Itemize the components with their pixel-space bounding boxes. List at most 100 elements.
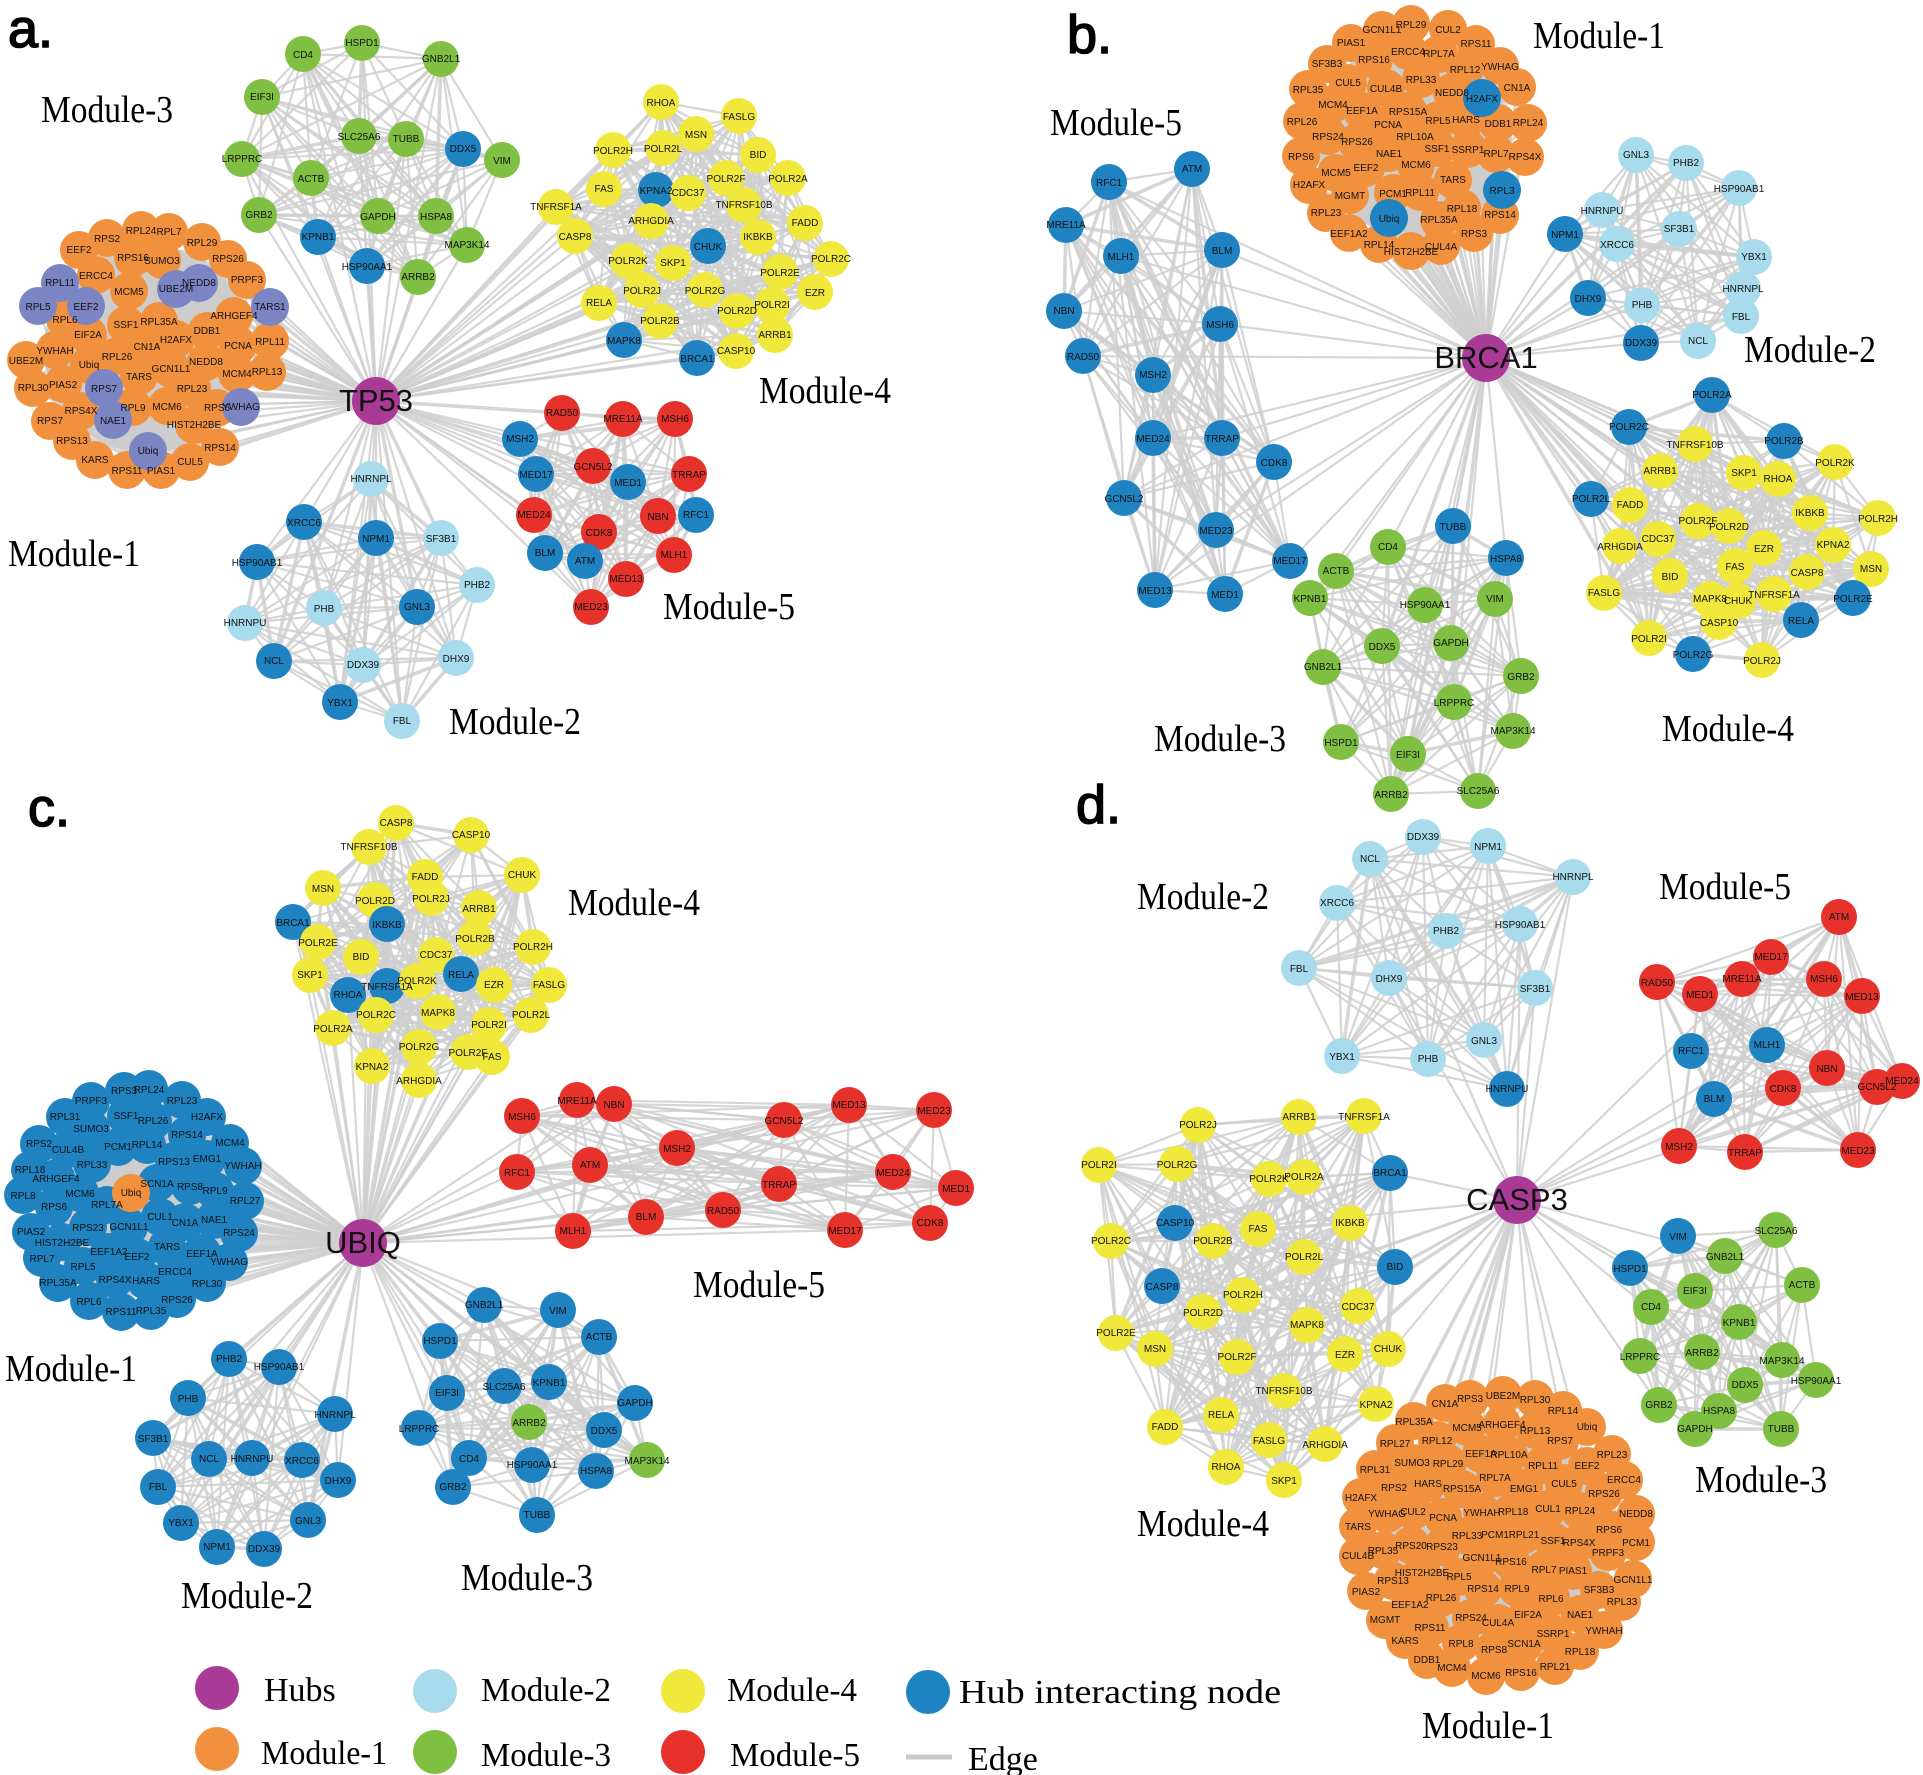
svg-text:RPL35: RPL35 bbox=[136, 1306, 167, 1317]
svg-text:MED13: MED13 bbox=[832, 1100, 866, 1111]
svg-text:RPL29: RPL29 bbox=[1396, 20, 1427, 31]
svg-text:RPS6: RPS6 bbox=[204, 403, 231, 414]
svg-text:DHX9: DHX9 bbox=[1376, 974, 1403, 985]
svg-text:SUMO3: SUMO3 bbox=[73, 1124, 109, 1135]
svg-text:POLR2G: POLR2G bbox=[1157, 1160, 1198, 1171]
svg-text:IKBKB: IKBKB bbox=[1795, 508, 1825, 519]
svg-text:DDX39: DDX39 bbox=[1407, 832, 1440, 843]
svg-text:RPL24: RPL24 bbox=[134, 1085, 165, 1096]
svg-text:RPL5: RPL5 bbox=[70, 1262, 95, 1273]
svg-text:POLR2G: POLR2G bbox=[685, 286, 726, 297]
svg-text:RPL35A: RPL35A bbox=[140, 317, 178, 328]
svg-text:RPL13: RPL13 bbox=[1520, 1426, 1551, 1437]
svg-text:RPL14: RPL14 bbox=[132, 1140, 163, 1151]
svg-text:POLR2C: POLR2C bbox=[811, 254, 851, 265]
svg-text:RPL9: RPL9 bbox=[1504, 1584, 1529, 1595]
svg-text:RPS4X: RPS4X bbox=[1509, 152, 1542, 163]
svg-text:ARRB2: ARRB2 bbox=[401, 272, 435, 283]
svg-text:RPL27: RPL27 bbox=[230, 1196, 261, 1207]
svg-text:SCN1A: SCN1A bbox=[140, 1179, 174, 1190]
svg-text:PRPF3: PRPF3 bbox=[75, 1096, 108, 1107]
svg-text:RPS14: RPS14 bbox=[1484, 210, 1516, 221]
svg-text:RELA: RELA bbox=[586, 298, 612, 309]
svg-text:POLR2E: POLR2E bbox=[760, 268, 800, 279]
svg-text:RPS11: RPS11 bbox=[1461, 39, 1492, 50]
svg-text:GNL3: GNL3 bbox=[404, 602, 431, 613]
svg-text:POLR2K: POLR2K bbox=[397, 976, 437, 987]
svg-text:GNB2L1: GNB2L1 bbox=[465, 1300, 504, 1311]
svg-text:CASP8: CASP8 bbox=[1146, 1282, 1179, 1293]
svg-text:POLR2A: POLR2A bbox=[1284, 1172, 1324, 1183]
svg-text:RPS16: RPS16 bbox=[1495, 1557, 1527, 1568]
svg-text:TNFRSF1A: TNFRSF1A bbox=[1748, 590, 1800, 601]
svg-text:PCNA: PCNA bbox=[1374, 120, 1402, 131]
svg-text:RPS26: RPS26 bbox=[1588, 1489, 1620, 1500]
svg-text:GNL3: GNL3 bbox=[295, 1516, 322, 1527]
svg-text:EIF2A: EIF2A bbox=[1514, 1610, 1542, 1621]
svg-text:PHB2: PHB2 bbox=[464, 580, 491, 591]
svg-text:TNFRSF10B: TNFRSF10B bbox=[340, 842, 398, 853]
svg-text:MGMT: MGMT bbox=[1370, 1615, 1401, 1626]
svg-text:RPL18: RPL18 bbox=[1498, 1507, 1529, 1518]
svg-text:TNFRSF10B: TNFRSF10B bbox=[715, 200, 773, 211]
svg-text:NCL: NCL bbox=[1360, 854, 1380, 865]
svg-text:TRRAP: TRRAP bbox=[1728, 1148, 1762, 1159]
svg-text:POLR2H: POLR2H bbox=[1223, 1290, 1263, 1301]
svg-text:ARRB1: ARRB1 bbox=[1643, 466, 1677, 477]
svg-text:DHX9: DHX9 bbox=[1575, 294, 1602, 305]
svg-text:ARHGEF4: ARHGEF4 bbox=[210, 311, 258, 322]
svg-text:RPL23: RPL23 bbox=[177, 384, 208, 395]
svg-text:RPL13: RPL13 bbox=[252, 367, 283, 378]
svg-text:H2AFX: H2AFX bbox=[1466, 94, 1499, 105]
svg-text:RPS7: RPS7 bbox=[37, 416, 64, 427]
svg-text:RPS11: RPS11 bbox=[112, 466, 143, 477]
svg-text:RPS14: RPS14 bbox=[204, 443, 236, 454]
svg-text:RPS24: RPS24 bbox=[1312, 132, 1344, 143]
svg-text:HNRNPL: HNRNPL bbox=[1552, 872, 1594, 883]
svg-text:TUBB: TUBB bbox=[524, 1510, 551, 1521]
svg-text:FASLG: FASLG bbox=[1253, 1436, 1285, 1447]
svg-text:RPL5: RPL5 bbox=[1425, 116, 1450, 127]
svg-text:TUBB: TUBB bbox=[393, 134, 420, 145]
svg-text:ARHGDIA: ARHGDIA bbox=[1597, 542, 1643, 553]
svg-text:EEF2: EEF2 bbox=[1574, 1461, 1599, 1472]
svg-text:PCNA: PCNA bbox=[224, 341, 252, 352]
svg-text:GRB2: GRB2 bbox=[1507, 672, 1535, 683]
svg-text:CUL4B: CUL4B bbox=[1342, 1551, 1375, 1562]
svg-text:SSF1: SSF1 bbox=[1424, 144, 1449, 155]
svg-text:Module-1: Module-1 bbox=[261, 1735, 387, 1772]
svg-text:GCN5L2: GCN5L2 bbox=[765, 1116, 804, 1127]
svg-text:EMG1: EMG1 bbox=[193, 1154, 222, 1165]
svg-text:ARHGDIA: ARHGDIA bbox=[628, 216, 674, 227]
svg-text:KPNA2: KPNA2 bbox=[356, 1062, 389, 1073]
svg-text:RPL18: RPL18 bbox=[1447, 204, 1478, 215]
svg-text:CUL4B: CUL4B bbox=[1370, 84, 1403, 95]
svg-text:RPL7A: RPL7A bbox=[1423, 49, 1455, 60]
svg-text:RPL33: RPL33 bbox=[1607, 1597, 1638, 1608]
svg-text:POLR2F: POLR2F bbox=[1679, 516, 1718, 527]
svg-text:KPNA2: KPNA2 bbox=[1817, 540, 1850, 551]
svg-text:SLC25A6: SLC25A6 bbox=[338, 132, 381, 143]
svg-text:RPL35A: RPL35A bbox=[39, 1278, 77, 1289]
svg-text:PCM1: PCM1 bbox=[1622, 1538, 1650, 1549]
svg-text:RPL11: RPL11 bbox=[1405, 188, 1435, 199]
svg-text:ARRB1: ARRB1 bbox=[758, 330, 792, 341]
svg-text:MSH2: MSH2 bbox=[1665, 1142, 1693, 1153]
svg-text:POLR2A: POLR2A bbox=[768, 174, 808, 185]
svg-text:MCM6: MCM6 bbox=[1401, 160, 1431, 171]
svg-text:RPS15A: RPS15A bbox=[1443, 1484, 1482, 1495]
svg-text:POLR2E: POLR2E bbox=[1833, 594, 1873, 605]
svg-text:RHOA: RHOA bbox=[334, 990, 363, 1001]
svg-text:c.: c. bbox=[28, 778, 70, 838]
svg-text:CD4: CD4 bbox=[293, 50, 313, 61]
svg-text:RPL14: RPL14 bbox=[1548, 1406, 1579, 1417]
svg-text:CDK8: CDK8 bbox=[1770, 1084, 1797, 1095]
svg-text:POLR2J: POLR2J bbox=[1743, 656, 1781, 667]
svg-text:ARHGDIA: ARHGDIA bbox=[396, 1076, 442, 1087]
svg-text:Module-2: Module-2 bbox=[181, 1575, 313, 1617]
svg-text:RPL12: RPL12 bbox=[1450, 65, 1481, 76]
svg-text:IKBKB: IKBKB bbox=[372, 920, 402, 931]
svg-text:MCM4: MCM4 bbox=[1318, 100, 1348, 111]
svg-text:RPS2: RPS2 bbox=[94, 234, 121, 245]
svg-text:YWHAG: YWHAG bbox=[1481, 62, 1519, 73]
